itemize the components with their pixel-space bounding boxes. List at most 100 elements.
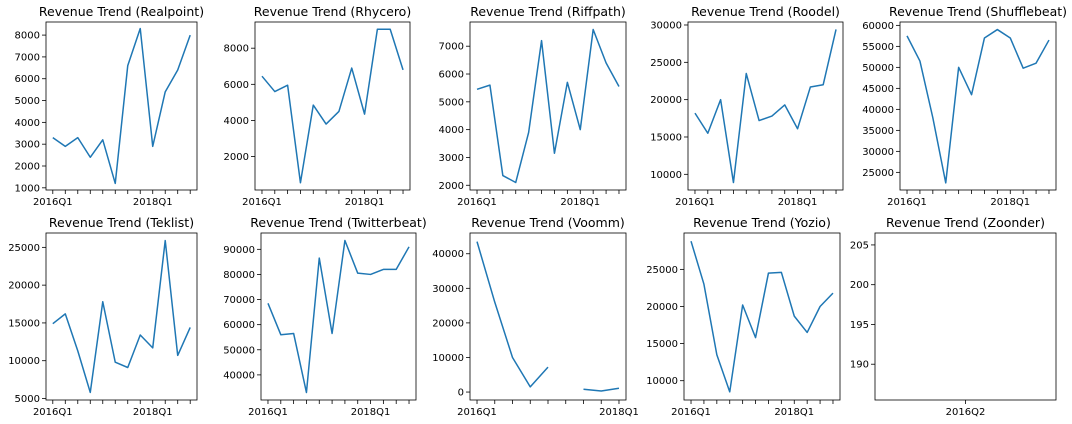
x-tick-label: 2016Q1 — [457, 407, 497, 418]
x-tick-label: 2018Q1 — [345, 197, 385, 208]
y-tick-label: 1000 — [15, 183, 40, 194]
x-tick-label: 2018Q1 — [990, 197, 1030, 208]
y-tick-label: 90000 — [223, 245, 255, 256]
y-tick-label: 2000 — [439, 181, 464, 192]
y-tick-label: 80000 — [223, 270, 255, 281]
y-tick-label: 190 — [850, 360, 869, 371]
y-tick-label: 8000 — [15, 31, 40, 42]
subplot-title: Revenue Trend (Teklist) — [49, 215, 194, 230]
y-tick-label: 40000 — [862, 105, 894, 116]
y-tick-label: 2000 — [224, 152, 249, 163]
y-tick-label: 15000 — [650, 132, 682, 143]
subplot-2: Revenue Trend (Rhycero) 2000 4000 6000 8000 2… — [224, 4, 412, 208]
y-tick-label: 6000 — [224, 80, 249, 91]
y-tick-label: 35000 — [862, 126, 894, 137]
subplot-3: Revenue Trend (Riffpath) 2000 3000 4000 5000… — [439, 4, 627, 208]
series-line — [476, 28, 620, 184]
subplot-title: Revenue Trend (Yozio) — [693, 215, 831, 230]
x-tick-label: 2018Q1 — [560, 197, 600, 208]
series-line — [52, 239, 191, 394]
subplot-9: Revenue Trend (Yozio) 10000 15000 20000 2500… — [646, 215, 841, 418]
series-line — [52, 27, 191, 185]
y-tick-label: 205 — [850, 240, 869, 251]
y-tick-label: 6000 — [15, 74, 40, 85]
y-tick-label: 7000 — [439, 42, 464, 53]
y-tick-label: 5000 — [15, 394, 40, 405]
y-tick-label: 50000 — [862, 63, 894, 74]
y-tick-label: 6000 — [439, 70, 464, 81]
x-tick-label: 2016Q1 — [248, 407, 288, 418]
y-tick-label: 25000 — [862, 168, 894, 179]
y-tick-label: 0 — [458, 388, 464, 399]
subplot-title: Revenue Trend (Riffpath) — [470, 4, 626, 19]
axes-frame — [899, 21, 1057, 191]
axes-frame — [45, 21, 198, 191]
subplot-title: Revenue Trend (Roodel) — [691, 4, 840, 19]
y-tick-label: 20000 — [432, 318, 464, 329]
y-tick-label: 10000 — [8, 356, 40, 367]
y-tick-label: 7000 — [15, 52, 40, 63]
y-tick-label: 30000 — [862, 147, 894, 158]
y-tick-label: 15000 — [646, 339, 678, 350]
series-line — [476, 241, 549, 388]
y-tick-label: 20000 — [650, 95, 682, 106]
y-tick-label: 30000 — [432, 284, 464, 295]
y-tick-label: 70000 — [223, 295, 255, 306]
x-tick-label: 2018Q1 — [778, 197, 818, 208]
subplot-7: Revenue Trend (Twitterbeat) 40000 50000 600… — [223, 215, 427, 418]
y-tick-label: 25000 — [650, 58, 682, 69]
series-line — [906, 28, 1050, 184]
y-tick-label: 10000 — [432, 353, 464, 364]
x-tick-label: 2016Q2 — [946, 407, 986, 418]
y-tick-label: 5000 — [15, 96, 40, 107]
subplot-6: Revenue Trend (Teklist) 5000 10000 15000 200… — [8, 215, 198, 418]
y-tick-label: 20000 — [646, 302, 678, 313]
subplot-4: Revenue Trend (Roodel) 10000 15000 20000 250… — [650, 4, 844, 208]
y-tick-label: 55000 — [862, 42, 894, 53]
y-tick-label: 8000 — [224, 44, 249, 55]
y-tick-label: 200 — [850, 280, 869, 291]
axes-frame — [469, 21, 627, 191]
y-tick-label: 30000 — [650, 20, 682, 31]
y-tick-label: 4000 — [439, 125, 464, 136]
y-tick-label: 15000 — [8, 318, 40, 329]
series-line — [694, 29, 837, 184]
y-tick-label: 3000 — [439, 153, 464, 164]
subplot-title: Revenue Trend (Twitterbeat) — [250, 215, 426, 230]
axes-frame — [260, 232, 417, 401]
y-tick-label: 2000 — [15, 162, 40, 173]
y-tick-label: 40000 — [223, 370, 255, 381]
axes-frame — [45, 232, 198, 401]
subplot-5: Revenue Trend (Shufflebeat) 25000 30000 350… — [862, 4, 1067, 208]
y-tick-label: 3000 — [15, 140, 40, 151]
subplot-title: Revenue Trend (Shufflebeat) — [889, 4, 1067, 19]
x-tick-label: 2016Q1 — [242, 197, 282, 208]
x-tick-label: 2018Q1 — [774, 407, 814, 418]
subplot-title: Revenue Trend (Rhycero) — [254, 4, 411, 19]
subplot-title: Revenue Trend (Voomm) — [471, 215, 625, 230]
x-tick-label: 2016Q1 — [33, 407, 73, 418]
subplot-8: Revenue Trend (Voomm) 0 10000 20000 30000 400… — [432, 215, 639, 418]
y-tick-label: 25000 — [646, 265, 678, 276]
y-tick-label: 20000 — [8, 281, 40, 292]
y-tick-label: 10000 — [646, 376, 678, 387]
subplot-10: Revenue Trend (Zoonder) 190 195 200 205 2016Q… — [850, 215, 1057, 418]
y-tick-label: 4000 — [15, 118, 40, 129]
x-tick-label: 2016Q1 — [457, 197, 497, 208]
series-line — [583, 387, 620, 392]
x-tick-label: 2016Q1 — [33, 197, 73, 208]
series-line — [261, 28, 404, 184]
y-tick-label: 40000 — [432, 249, 464, 260]
x-tick-label: 2016Q1 — [675, 197, 715, 208]
subplot-1: Revenue Trend (Realpoint) 1000 2000 3000 400… — [15, 4, 205, 208]
series-line — [267, 239, 410, 394]
y-tick-label: 60000 — [223, 320, 255, 331]
y-tick-label: 4000 — [224, 116, 249, 127]
subplot-title: Revenue Trend (Realpoint) — [39, 4, 204, 19]
x-tick-label: 2018Q1 — [599, 407, 639, 418]
subplot-title: Revenue Trend (Zoonder) — [886, 215, 1045, 230]
series-line — [690, 240, 834, 393]
axes-frame — [469, 232, 627, 401]
x-tick-label: 2016Q1 — [887, 197, 927, 208]
